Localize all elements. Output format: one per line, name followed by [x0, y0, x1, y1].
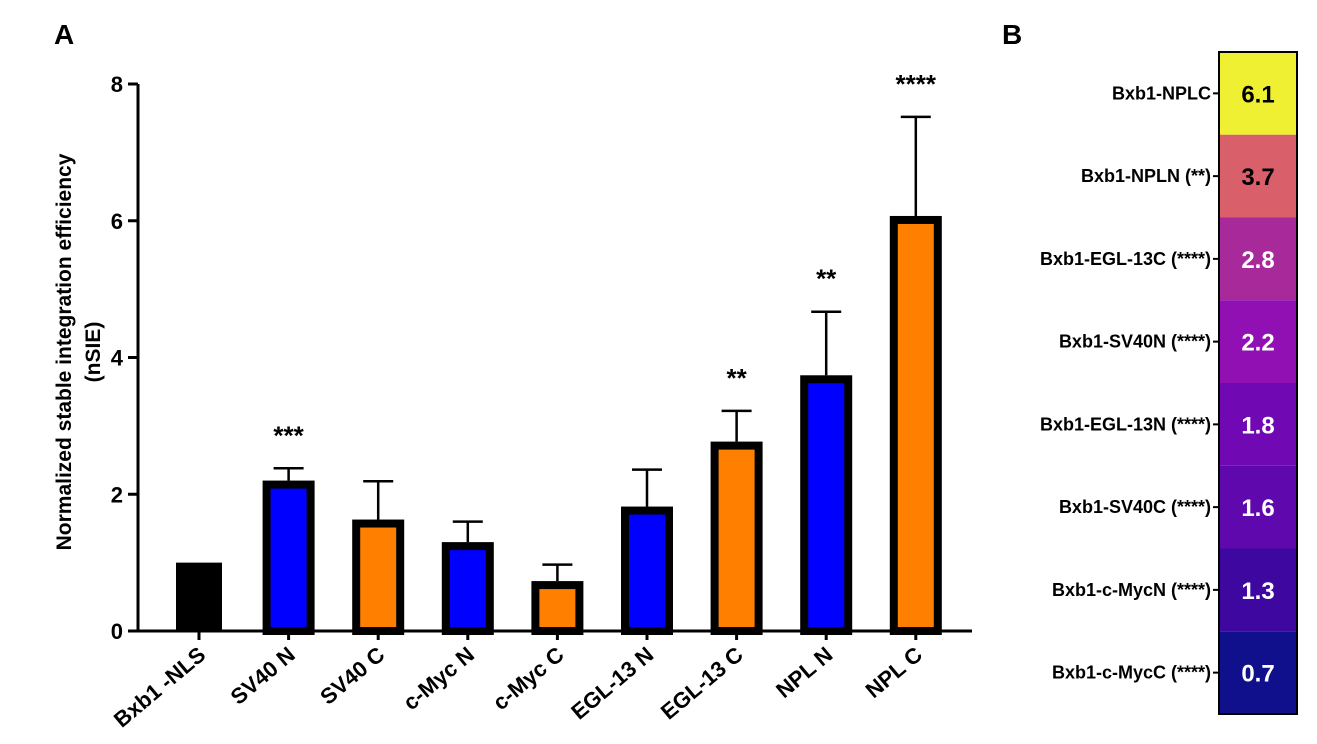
bar: [621, 506, 673, 635]
y-tick-label: 4: [111, 346, 124, 371]
heatmap-cell-value: 1.3: [1241, 578, 1274, 605]
bar: [352, 519, 405, 636]
significance-labels: ***********: [273, 69, 936, 450]
x-tick-label: SV40 C: [315, 642, 389, 710]
significance-label: ***: [273, 420, 304, 450]
heatmap-row-label: Bxb1-c-MycN (****): [1052, 580, 1211, 600]
heatmap-row-label: Bxb1-NPLN (**): [1081, 166, 1211, 186]
x-tick-label: SV40 N: [226, 642, 300, 710]
panel-b-letter: B: [1002, 19, 1022, 50]
y-tick-label: 6: [111, 209, 123, 234]
heatmap-cell: [1219, 134, 1297, 218]
x-tick-label: NPL C: [861, 642, 927, 703]
heatmap-row-label: Bxb1-SV40N (****): [1059, 332, 1211, 352]
error-bars: [273, 115, 931, 582]
heatmap-cell-value: 1.8: [1241, 412, 1274, 439]
significance-label: ****: [896, 69, 937, 99]
bar: [889, 215, 942, 635]
heatmap-cell-value: 3.7: [1241, 164, 1274, 191]
y-tick-label: 8: [111, 72, 123, 97]
heatmap-row-label: Bxb1-SV40C (****): [1059, 497, 1211, 517]
heatmap-cell: [1219, 300, 1297, 383]
heatmap-cell-value: 2.8: [1241, 247, 1274, 274]
heatmap-cell-value: 0.7: [1241, 661, 1274, 688]
heatmap-cell-value: 2.2: [1241, 330, 1274, 357]
heatmap-row-label: Bxb1-NPLC: [1112, 83, 1211, 103]
heatmap-border: [1218, 51, 1298, 715]
bar: [176, 562, 222, 631]
heatmap: 6.13.72.82.21.81.61.30.7 Bxb1-NPLCBxb1-N…: [1040, 51, 1298, 715]
heatmap-cell: [1219, 217, 1297, 301]
y-tick-label: 2: [111, 482, 123, 507]
bar: [531, 581, 584, 635]
x-tick-label: Bxb1 -NLS: [109, 642, 210, 733]
heatmap-row-label: Bxb1-EGL-13C (****): [1040, 249, 1211, 269]
bar: [262, 480, 315, 636]
heatmap-cells: 6.1 3.7 2.8 2.2 1.8 1.6 1.3 0.7: [1218, 51, 1298, 715]
y-axis-label: Normalized stable integration efficiency: [53, 153, 76, 550]
panel-a-letter: A: [54, 19, 74, 50]
heatmap-cell-value: 1.6: [1241, 495, 1274, 522]
heatmap-cell: [1219, 465, 1297, 549]
bar: [800, 375, 853, 635]
bar: [710, 441, 763, 635]
y-axis-label-unit: (nSIE): [82, 322, 105, 383]
heatmap-row-label: Bxb1-c-MycC (****): [1052, 663, 1211, 683]
x-tick-label: c-Myc C: [488, 642, 569, 715]
y-tick-label: 0: [111, 619, 123, 644]
heatmap-cell: [1219, 631, 1297, 714]
significance-label: **: [726, 363, 747, 393]
heatmap-cell-value: 6.1: [1241, 81, 1274, 108]
y-tick-labels: 0 2 4 6 8: [111, 72, 124, 644]
significance-label: **: [816, 264, 837, 294]
x-tick-label: NPL N: [771, 642, 837, 703]
heatmap-row-labels: Bxb1-NPLC Bxb1-NPLN (**) Bxb1-EGL-13C (***…: [1040, 83, 1219, 683]
x-tick-label: c-Myc N: [398, 642, 479, 715]
bar-series: [176, 215, 942, 636]
x-tick-label: EGL-13 N: [566, 642, 658, 725]
heatmap-cell: [1219, 52, 1297, 135]
x-tick-label: EGL-13 C: [656, 642, 748, 725]
heatmap-cell: [1219, 383, 1297, 466]
heatmap-cell: [1219, 548, 1297, 632]
heatmap-row-label: Bxb1-EGL-13N (****): [1040, 414, 1211, 434]
bar: [441, 542, 494, 635]
